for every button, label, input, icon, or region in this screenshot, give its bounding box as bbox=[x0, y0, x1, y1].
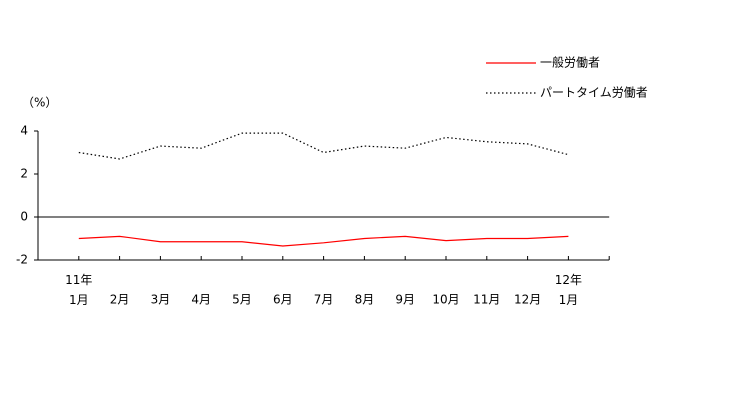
x-tick-label: 12年 1月 bbox=[555, 273, 582, 307]
x-tick-label: 7月 bbox=[314, 293, 334, 307]
legend-label: 一般労働者 bbox=[540, 55, 600, 70]
x-tick-label: 9月 bbox=[395, 293, 415, 307]
x-tick-label: 10月 bbox=[432, 293, 459, 307]
x-tick-label: 6月 bbox=[273, 293, 293, 307]
x-tick-label: 4月 bbox=[191, 293, 211, 307]
x-tick-label: 5月 bbox=[232, 293, 252, 307]
series-line bbox=[78, 132, 569, 160]
x-tick-label: 8月 bbox=[355, 293, 375, 307]
y-tick-label: 2 bbox=[20, 167, 28, 181]
x-tick-label: 12月 bbox=[514, 293, 541, 307]
x-tick-label: 3月 bbox=[151, 293, 171, 307]
y-tick-label: -2 bbox=[16, 253, 28, 267]
y-tick-label: 4 bbox=[20, 124, 28, 138]
y-tick-label: 0 bbox=[20, 210, 28, 224]
legend-label: パートタイム労働者 bbox=[540, 86, 648, 100]
y-axis-label: （%） bbox=[22, 96, 57, 110]
x-tick-label: 11年 1月 bbox=[65, 273, 92, 307]
series-line bbox=[78, 235, 569, 247]
x-tick-label: 11月 bbox=[473, 293, 500, 307]
x-tick-label: 2月 bbox=[110, 293, 130, 307]
